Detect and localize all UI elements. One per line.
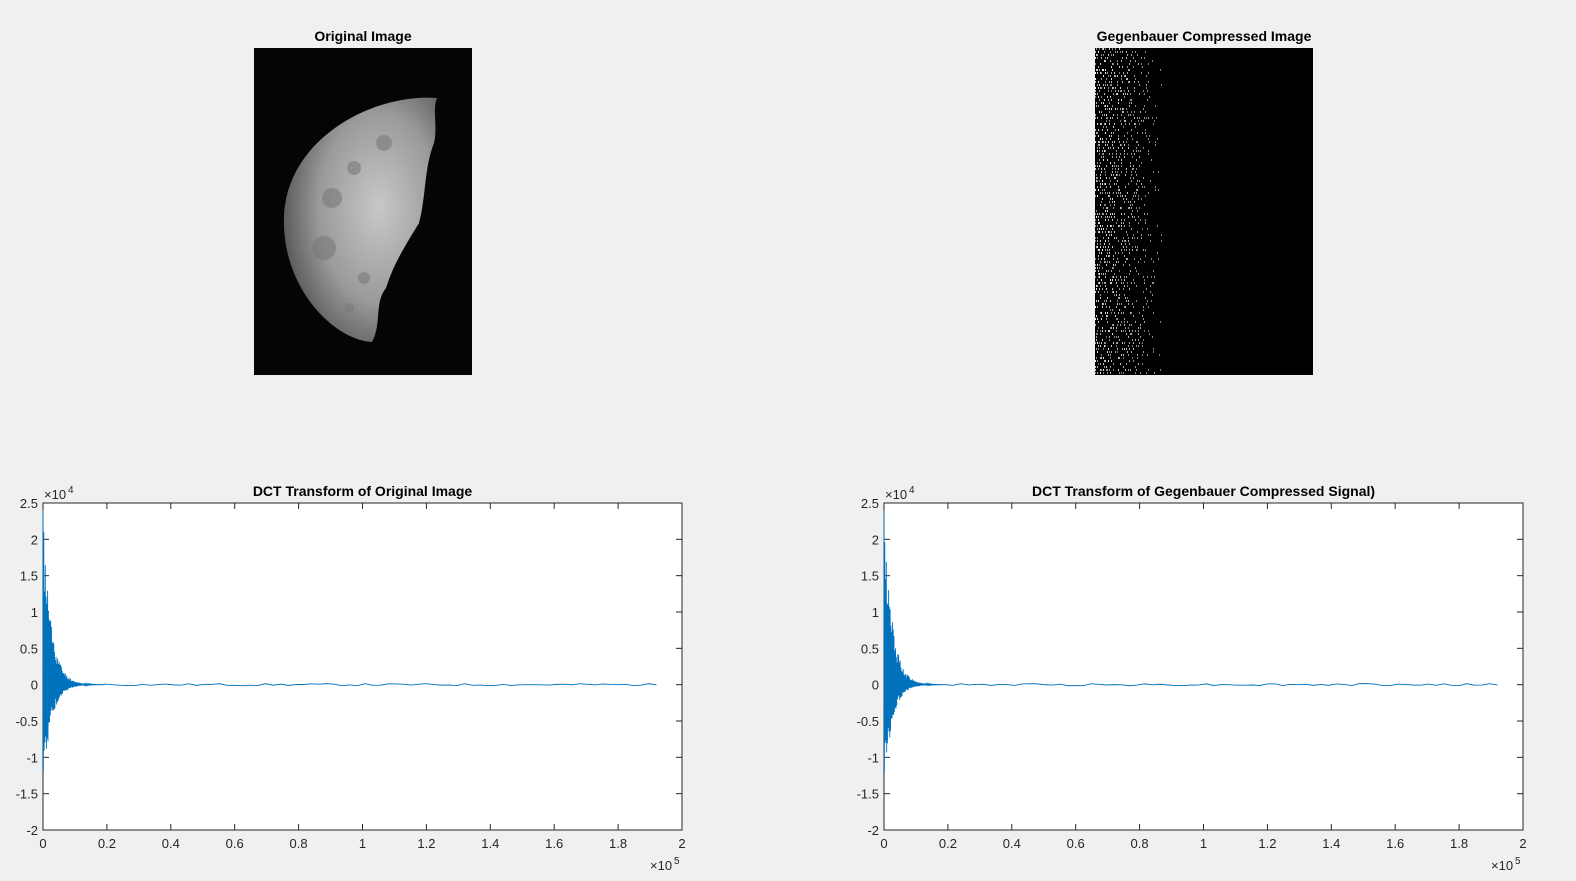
y-tick-label: -1.5 xyxy=(857,787,879,802)
y-exponent-power: 4 xyxy=(68,485,74,496)
y-tick-label: -0.5 xyxy=(857,714,879,729)
x-tick-label: 1.6 xyxy=(545,836,563,851)
y-tick-label: 2 xyxy=(872,532,879,547)
y-tick-label: 0 xyxy=(31,678,38,693)
y-tick-label: 2.5 xyxy=(20,496,38,511)
y-tick-label: -1 xyxy=(867,750,879,765)
y-tick-label: 0.5 xyxy=(20,641,38,656)
chart-2: 0 0.2 0.4 0.6 0.8 1 1.2 1.4 1.6 1.8 2 -2 -1.5 -1 -0.5 0… xyxy=(857,485,1527,873)
y-exponent-power: 4 xyxy=(909,485,915,496)
x-exponent-label: ×10 xyxy=(650,858,672,873)
x-tick-label: 1.6 xyxy=(1386,836,1404,851)
chart-2-title: DCT Transform of Gegenbauer Compressed S… xyxy=(1031,483,1376,499)
x-tick-label: 2 xyxy=(1519,836,1526,851)
y-exponent-label: ×10 xyxy=(44,487,66,502)
dct-series-line xyxy=(42,510,657,772)
chart-1: 0 0.2 0.4 0.6 0.8 1 1.2 1.4 1.6 1.8 2 -2 -1.5 -1 -0.5 0… xyxy=(16,485,686,873)
compressed-texture xyxy=(1095,48,1313,375)
x-exponent-label: ×10 xyxy=(1491,858,1513,873)
x-tick-label: 0.4 xyxy=(1003,836,1021,851)
x-tick-label: 1 xyxy=(1200,836,1207,851)
x-tick-label: 1.2 xyxy=(417,836,435,851)
x-tick-label: 1.4 xyxy=(1322,836,1340,851)
x-tick-label: 1 xyxy=(359,836,366,851)
x-tick-label: 2 xyxy=(678,836,685,851)
y-tick-label: 1 xyxy=(31,605,38,620)
x-exponent-power: 5 xyxy=(674,856,680,867)
x-tick-label: 1.8 xyxy=(1450,836,1468,851)
compressed-image-title: Gegenbauer Compressed Image xyxy=(1096,28,1312,44)
original-image xyxy=(254,48,472,375)
y-tick-label: 2 xyxy=(31,532,38,547)
x-tick-label: 0.8 xyxy=(290,836,308,851)
moon-image xyxy=(254,48,472,375)
x-tick-label: 0 xyxy=(39,836,46,851)
chart-1-title: DCT Transform of Original Image xyxy=(252,483,473,499)
y-tick-label: -1 xyxy=(26,750,38,765)
y-tick-label: 0 xyxy=(872,678,879,693)
x-tick-label: 0.2 xyxy=(98,836,116,851)
x-tick-label: 0.4 xyxy=(162,836,180,851)
y-tick-label: -1.5 xyxy=(16,787,38,802)
x-tick-label: 1.8 xyxy=(609,836,627,851)
y-tick-label: 0.5 xyxy=(861,641,879,656)
x-tick-label: 1.4 xyxy=(481,836,499,851)
original-image-title: Original Image xyxy=(314,28,412,44)
y-tick-label: 1.5 xyxy=(861,569,879,584)
y-tick-label: -0.5 xyxy=(16,714,38,729)
x-tick-label: 1.2 xyxy=(1258,836,1276,851)
x-exponent-power: 5 xyxy=(1515,856,1521,867)
dct-series-line xyxy=(883,510,1498,773)
plot-area xyxy=(42,502,683,831)
x-tick-label: 0.2 xyxy=(939,836,957,851)
y-tick-label: -2 xyxy=(26,823,38,838)
x-tick-label: 0 xyxy=(880,836,887,851)
compressed-image xyxy=(1095,48,1313,375)
y-tick-label: 2.5 xyxy=(861,496,879,511)
plot-area xyxy=(883,502,1524,831)
x-tick-label: 0.8 xyxy=(1131,836,1149,851)
y-tick-label: -2 xyxy=(867,823,879,838)
y-tick-label: 1 xyxy=(872,605,879,620)
y-tick-label: 1.5 xyxy=(20,569,38,584)
x-tick-label: 0.6 xyxy=(1067,836,1085,851)
x-tick-label: 0.6 xyxy=(226,836,244,851)
y-exponent-label: ×10 xyxy=(885,487,907,502)
